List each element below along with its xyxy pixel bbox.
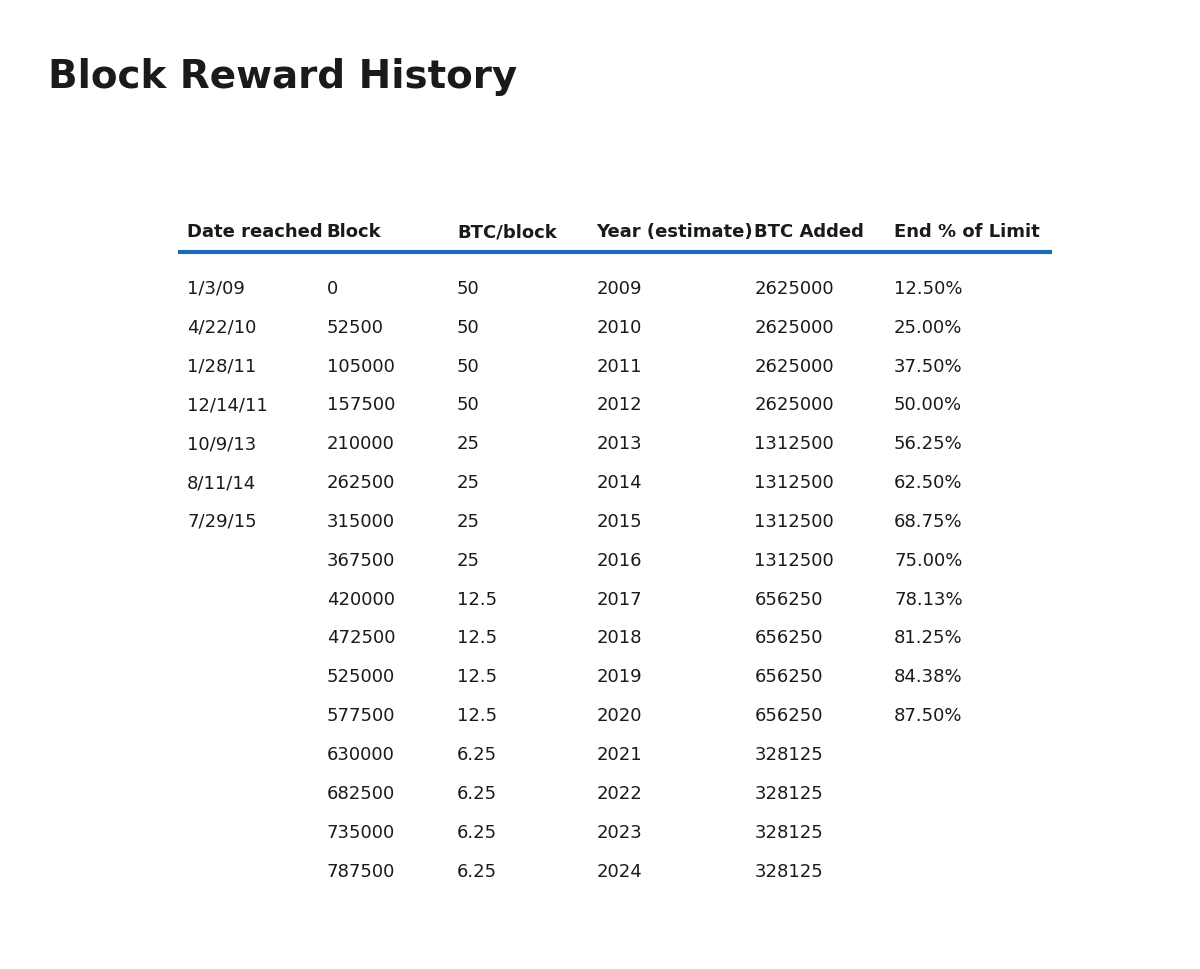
Text: 81.25%: 81.25%: [894, 629, 962, 647]
Text: 50: 50: [457, 319, 480, 336]
Text: 6.25: 6.25: [457, 823, 497, 841]
Text: 2016: 2016: [596, 551, 642, 569]
Text: 2019: 2019: [596, 668, 642, 686]
Text: 105000: 105000: [326, 358, 395, 375]
Text: Block Reward History: Block Reward History: [48, 58, 517, 96]
Text: 2012: 2012: [596, 396, 642, 414]
Text: 1312500: 1312500: [755, 435, 834, 453]
Text: 682500: 682500: [326, 784, 395, 802]
Text: 2625000: 2625000: [755, 358, 834, 375]
Text: 656250: 656250: [755, 668, 823, 686]
Text: 8/11/14: 8/11/14: [187, 474, 257, 491]
Text: 2018: 2018: [596, 629, 642, 647]
Text: Block: Block: [326, 223, 382, 241]
Text: 328125: 328125: [755, 861, 823, 880]
Text: 6.25: 6.25: [457, 861, 497, 880]
Text: 2023: 2023: [596, 823, 642, 841]
Text: 12.5: 12.5: [457, 590, 497, 608]
Text: 1/28/11: 1/28/11: [187, 358, 257, 375]
Text: 210000: 210000: [326, 435, 395, 453]
Text: 68.75%: 68.75%: [894, 513, 962, 530]
Text: 577500: 577500: [326, 706, 395, 725]
Text: 1312500: 1312500: [755, 551, 834, 569]
Text: Year (estimate): Year (estimate): [596, 223, 754, 241]
Text: 62.50%: 62.50%: [894, 474, 962, 491]
Text: 37.50%: 37.50%: [894, 358, 962, 375]
Text: 50: 50: [457, 280, 480, 297]
Text: Date reached: Date reached: [187, 223, 323, 241]
Text: 0: 0: [326, 280, 338, 297]
Text: 1312500: 1312500: [755, 513, 834, 530]
Text: 656250: 656250: [755, 590, 823, 608]
Text: 12.5: 12.5: [457, 629, 497, 647]
Text: 472500: 472500: [326, 629, 395, 647]
Text: 12/14/11: 12/14/11: [187, 396, 268, 414]
Text: 10/9/13: 10/9/13: [187, 435, 257, 453]
Text: 4/22/10: 4/22/10: [187, 319, 257, 336]
Text: End % of Limit: End % of Limit: [894, 223, 1039, 241]
Text: 75.00%: 75.00%: [894, 551, 962, 569]
Text: 420000: 420000: [326, 590, 395, 608]
Text: 315000: 315000: [326, 513, 395, 530]
Text: 2625000: 2625000: [755, 280, 834, 297]
Text: 2015: 2015: [596, 513, 642, 530]
Text: 2009: 2009: [596, 280, 642, 297]
Text: 25: 25: [457, 474, 480, 491]
Text: 87.50%: 87.50%: [894, 706, 962, 725]
Text: 2024: 2024: [596, 861, 642, 880]
Text: 328125: 328125: [755, 823, 823, 841]
Text: 1/3/09: 1/3/09: [187, 280, 245, 297]
Text: 56.25%: 56.25%: [894, 435, 962, 453]
Text: 2021: 2021: [596, 745, 642, 764]
Text: BTC/block: BTC/block: [457, 223, 557, 241]
Text: 1312500: 1312500: [755, 474, 834, 491]
Text: 2010: 2010: [596, 319, 642, 336]
Text: 525000: 525000: [326, 668, 395, 686]
Text: 7/29/15: 7/29/15: [187, 513, 257, 530]
Text: 2011: 2011: [596, 358, 642, 375]
Text: 6.25: 6.25: [457, 784, 497, 802]
Text: 50: 50: [457, 396, 480, 414]
Text: 787500: 787500: [326, 861, 395, 880]
Text: 630000: 630000: [326, 745, 395, 764]
Text: 2013: 2013: [596, 435, 642, 453]
Text: 262500: 262500: [326, 474, 395, 491]
Text: 25.00%: 25.00%: [894, 319, 962, 336]
Text: 12.5: 12.5: [457, 706, 497, 725]
Text: BTC Added: BTC Added: [755, 223, 864, 241]
Text: 6.25: 6.25: [457, 745, 497, 764]
Text: 2020: 2020: [596, 706, 642, 725]
Text: 12.5: 12.5: [457, 668, 497, 686]
Text: 25: 25: [457, 551, 480, 569]
Text: 25: 25: [457, 435, 480, 453]
Text: 656250: 656250: [755, 706, 823, 725]
Text: 2017: 2017: [596, 590, 642, 608]
Text: 328125: 328125: [755, 784, 823, 802]
Text: 2625000: 2625000: [755, 319, 834, 336]
Text: 50.00%: 50.00%: [894, 396, 962, 414]
Text: 2625000: 2625000: [755, 396, 834, 414]
Text: 656250: 656250: [755, 629, 823, 647]
Text: 367500: 367500: [326, 551, 395, 569]
Text: 52500: 52500: [326, 319, 384, 336]
Text: 735000: 735000: [326, 823, 395, 841]
Text: 328125: 328125: [755, 745, 823, 764]
Text: 157500: 157500: [326, 396, 395, 414]
Text: 2014: 2014: [596, 474, 642, 491]
Text: 50: 50: [457, 358, 480, 375]
Text: 12.50%: 12.50%: [894, 280, 962, 297]
Text: 25: 25: [457, 513, 480, 530]
Text: 78.13%: 78.13%: [894, 590, 962, 608]
Text: 84.38%: 84.38%: [894, 668, 962, 686]
Text: 2022: 2022: [596, 784, 642, 802]
